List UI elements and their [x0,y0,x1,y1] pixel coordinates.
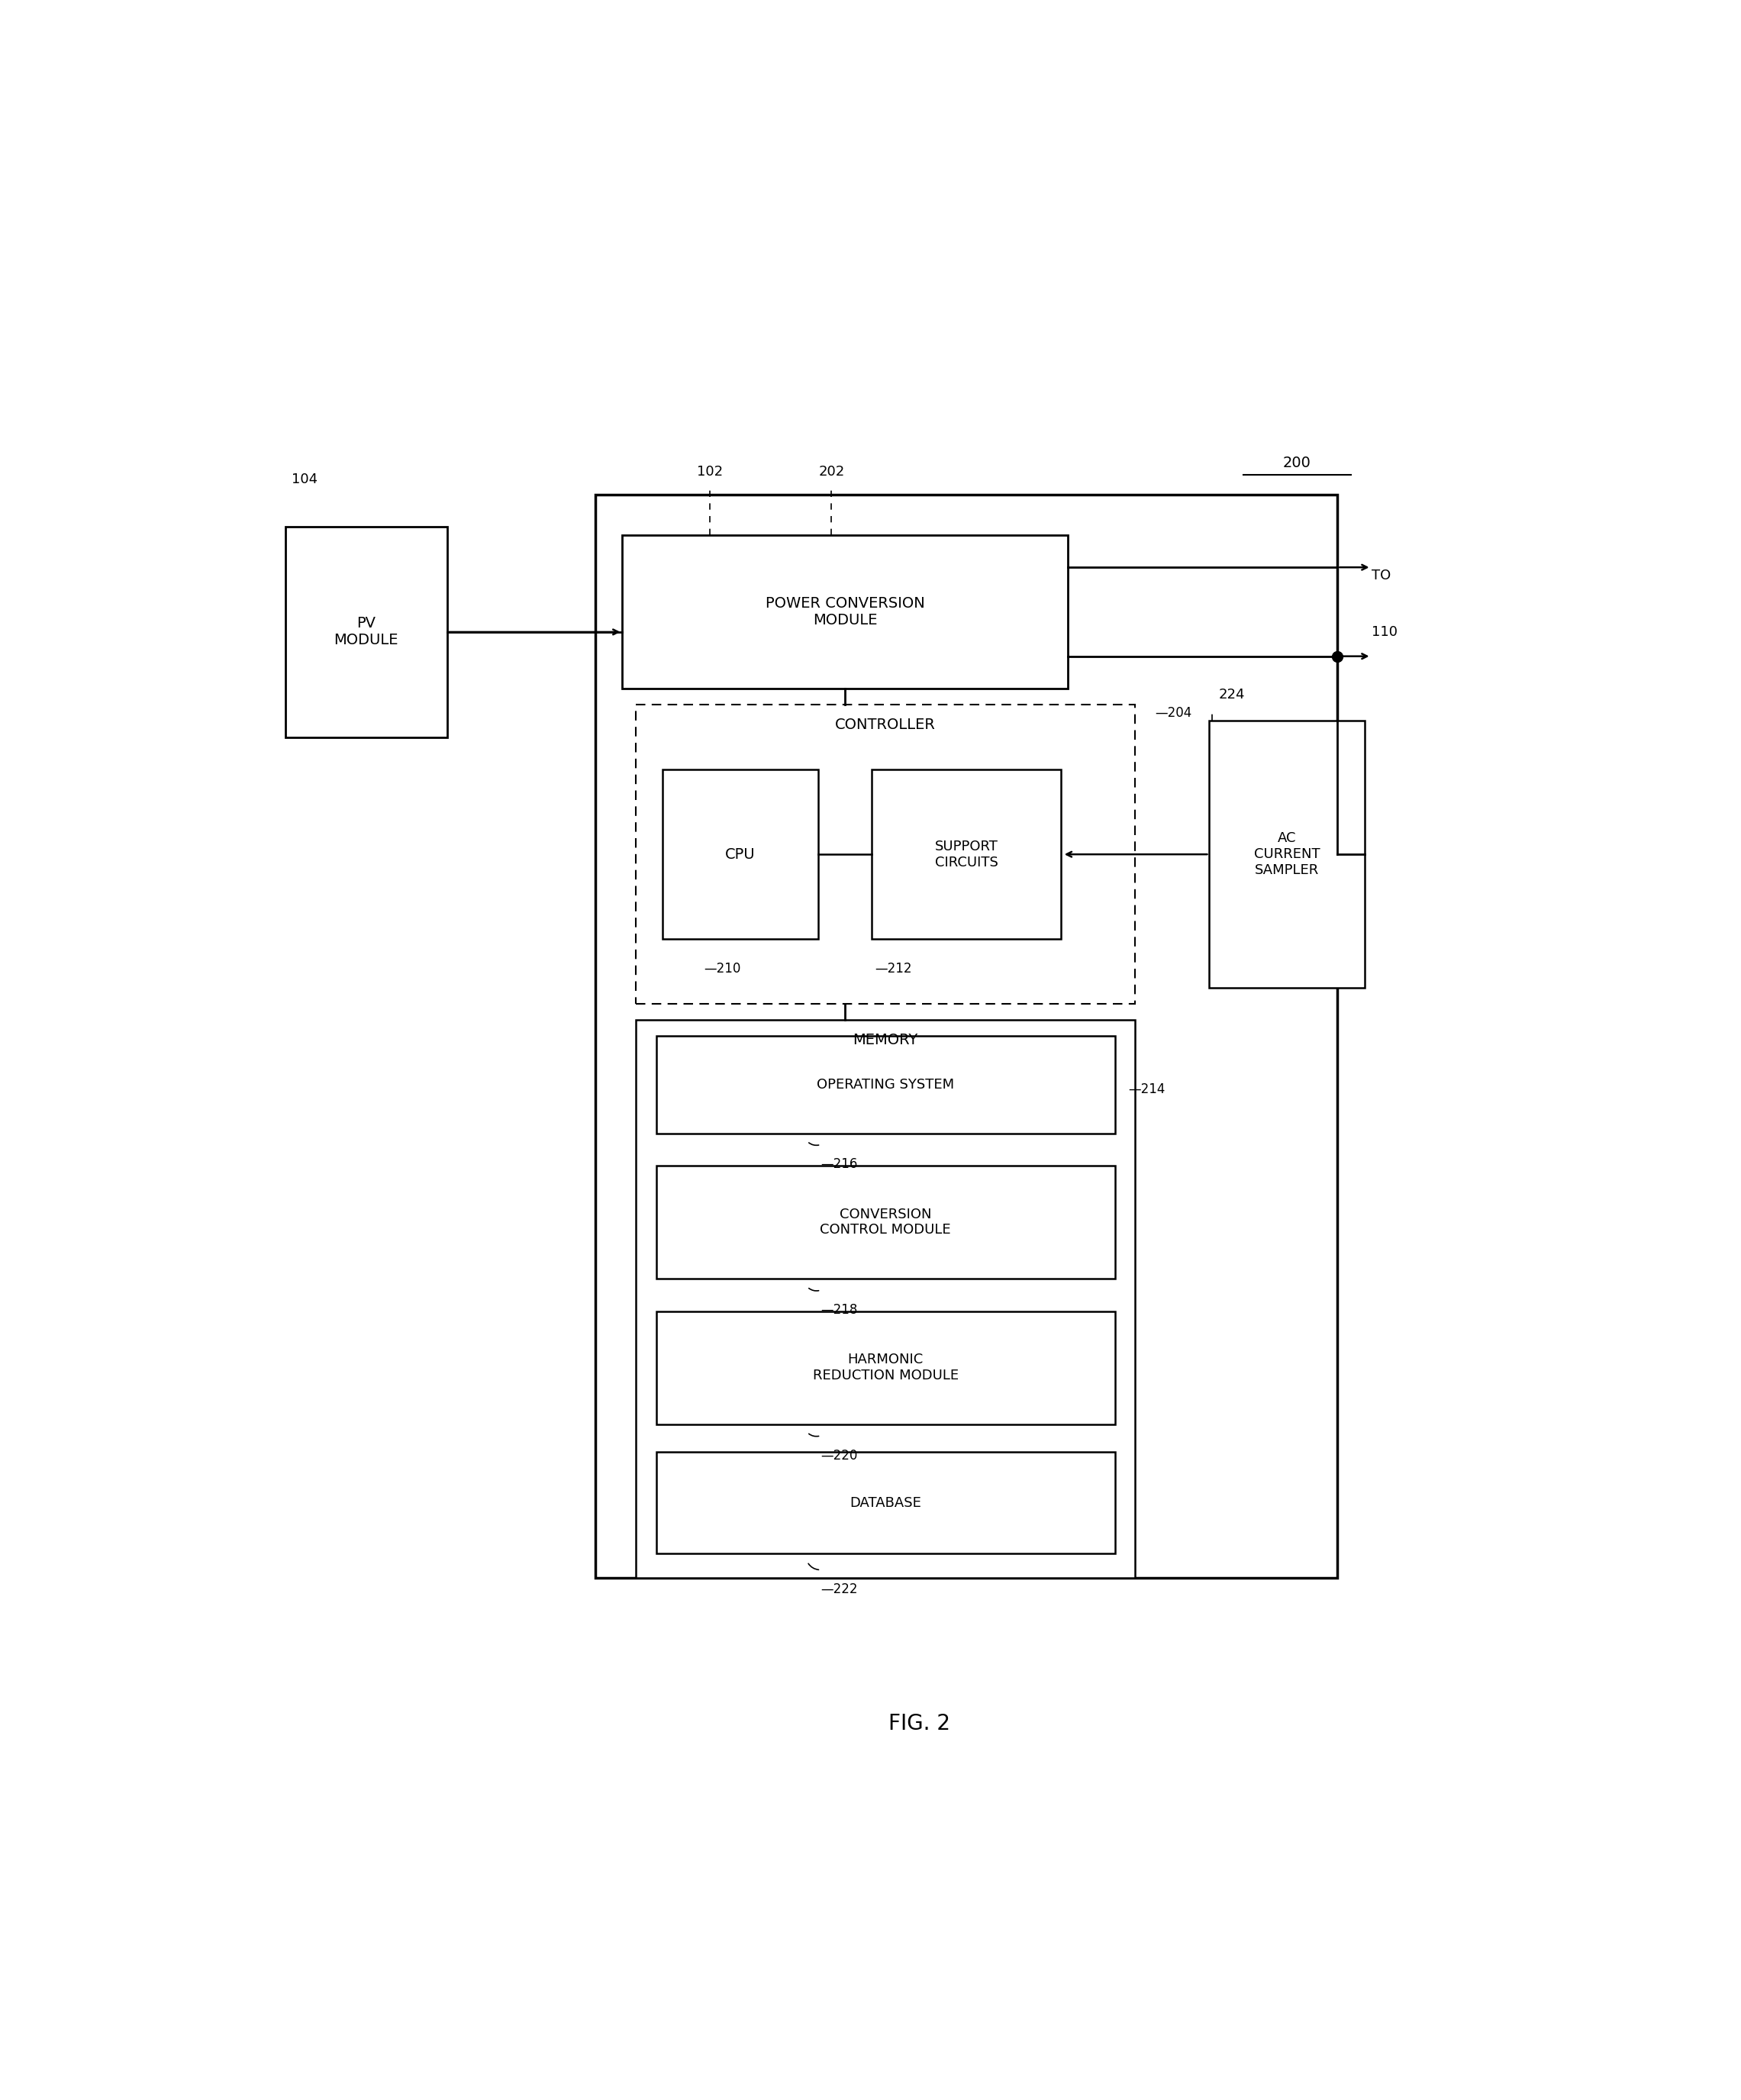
Bar [656,1310,1114,1424]
Text: —220: —220 [820,1449,858,1462]
Text: MEMORY: MEMORY [853,1033,918,1048]
Text: —212: —212 [874,962,912,977]
Text: —204: —204 [1156,706,1193,720]
Bar [635,1021,1135,1577]
Text: —214: —214 [1128,1084,1165,1096]
Text: 200: 200 [1283,456,1311,470]
Text: CONVERSION
CONTROL MODULE: CONVERSION CONTROL MODULE [820,1208,951,1237]
Bar [286,527,447,737]
Text: POWER CONVERSION
MODULE: POWER CONVERSION MODULE [766,596,924,628]
Text: TO: TO [1372,569,1391,582]
Bar [1210,720,1365,987]
Text: FIG. 2: FIG. 2 [888,1714,951,1735]
Text: DATABASE: DATABASE [850,1495,921,1510]
Text: PV
MODULE: PV MODULE [334,615,399,647]
Text: 102: 102 [696,464,723,479]
Bar [595,494,1337,1577]
Text: 202: 202 [818,464,844,479]
Text: —216: —216 [820,1157,858,1172]
Bar [635,706,1135,1004]
Text: 104: 104 [292,473,319,487]
Text: SUPPORT
CIRCUITS: SUPPORT CIRCUITS [935,840,998,869]
Bar [656,1166,1114,1279]
Text: HARMONIC
REDUCTION MODULE: HARMONIC REDUCTION MODULE [813,1352,959,1382]
Text: CONTROLLER: CONTROLLER [836,718,937,733]
Text: —222: —222 [820,1583,858,1596]
Text: —210: —210 [703,962,742,977]
Text: 224: 224 [1219,689,1245,701]
Bar [623,536,1067,689]
Text: AC
CURRENT
SAMPLER: AC CURRENT SAMPLER [1254,832,1320,878]
Text: OPERATING SYSTEM: OPERATING SYSTEM [817,1077,954,1092]
Text: 110: 110 [1372,626,1398,638]
Bar [872,769,1060,939]
Bar [656,1035,1114,1134]
Text: —218: —218 [820,1302,858,1317]
Text: CPU: CPU [726,846,756,861]
Bar [656,1451,1114,1554]
Bar [663,769,818,939]
